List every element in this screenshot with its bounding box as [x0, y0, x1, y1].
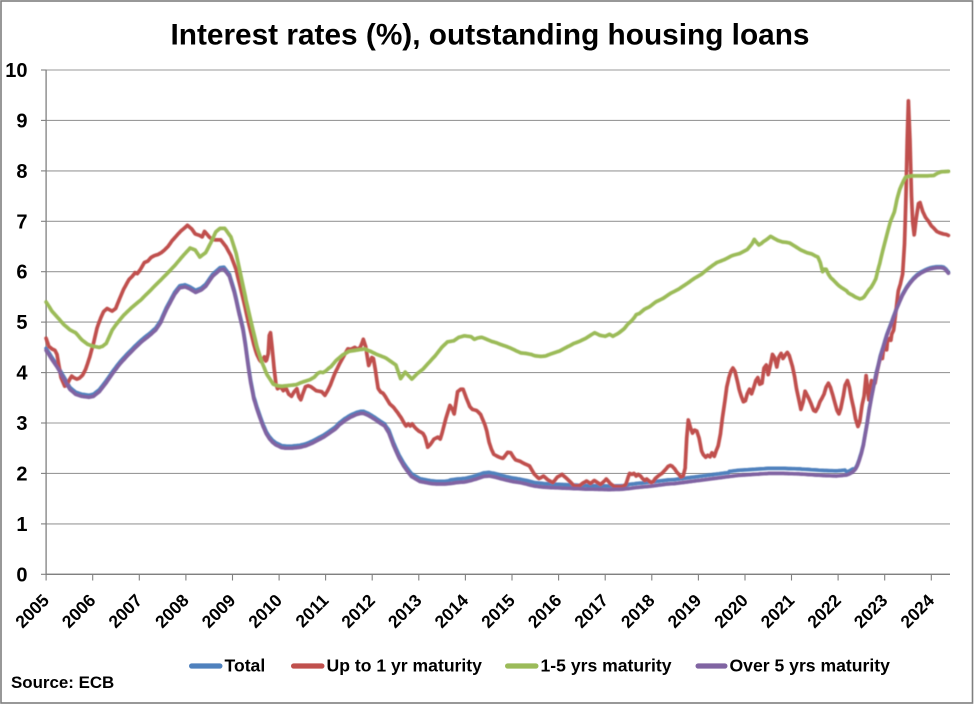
svg-text:1: 1 [16, 514, 27, 536]
svg-text:Total: Total [225, 656, 266, 676]
svg-text:9: 9 [16, 110, 27, 132]
svg-text:10: 10 [5, 60, 27, 82]
svg-text:2: 2 [16, 463, 27, 485]
svg-text:0: 0 [16, 564, 27, 586]
svg-text:Up to 1 yr maturity: Up to 1 yr maturity [327, 656, 483, 676]
svg-text:7: 7 [16, 211, 27, 233]
svg-text:3: 3 [16, 413, 27, 435]
svg-text:1-5 yrs maturity: 1-5 yrs maturity [541, 656, 672, 676]
svg-text:8: 8 [16, 161, 27, 183]
svg-text:Interest rates (%), outstandin: Interest rates (%), outstanding housing … [170, 19, 809, 52]
svg-text:Over 5 yrs maturity: Over 5 yrs maturity [730, 656, 891, 676]
svg-text:5: 5 [16, 312, 27, 334]
svg-text:Source: ECB: Source: ECB [11, 673, 114, 692]
svg-text:6: 6 [16, 262, 27, 284]
svg-text:4: 4 [16, 363, 28, 385]
